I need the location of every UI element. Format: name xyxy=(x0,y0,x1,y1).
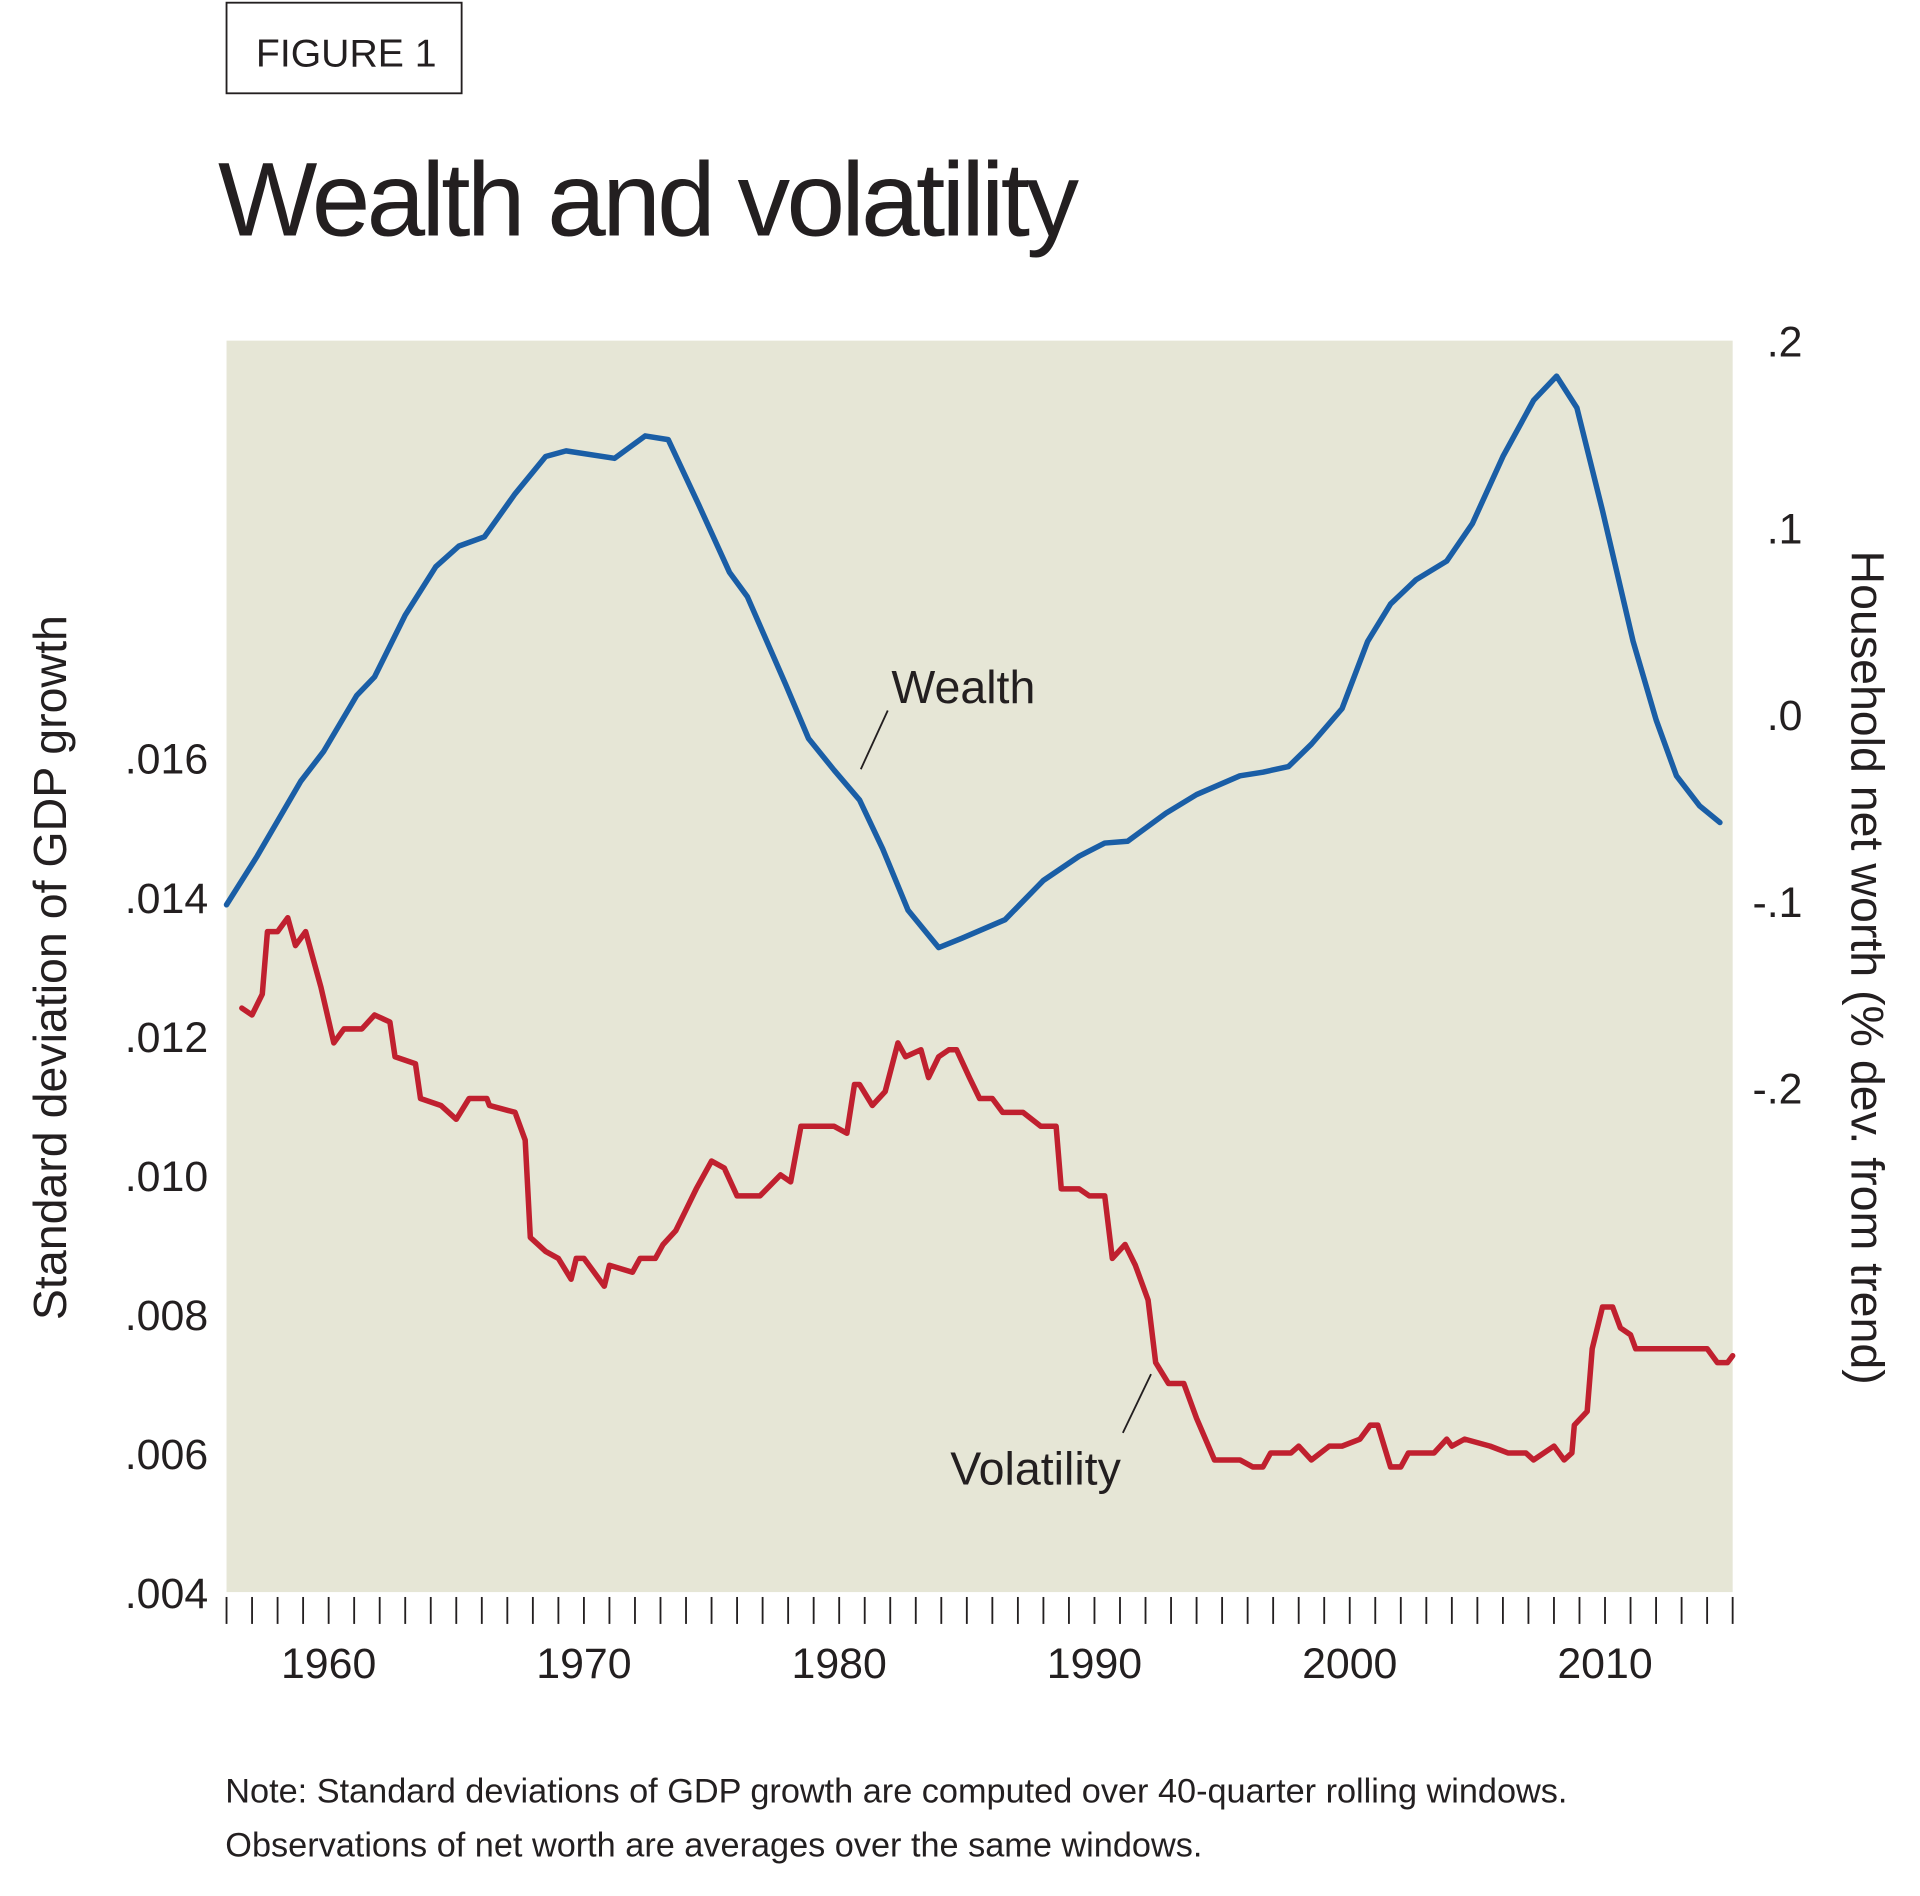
x-tick-label: 1970 xyxy=(536,1640,631,1688)
note-line-1: Note: Standard deviations of GDP growth … xyxy=(225,1773,1567,1811)
right-y-tick-label: .0 xyxy=(1767,692,1803,740)
volatility-label-leader xyxy=(1122,1373,1152,1434)
right-y-tick-label: .1 xyxy=(1767,505,1803,553)
left-axis-label: Standard deviation of GDP growth xyxy=(24,615,76,1320)
left-y-tick-label: .016 xyxy=(125,736,208,784)
volatility-series-line xyxy=(239,915,1736,1470)
left-y-tick-label: .010 xyxy=(125,1153,208,1201)
volatility-label: Volatility xyxy=(950,1442,1121,1494)
x-tick-label: 1960 xyxy=(281,1640,376,1688)
left-y-tick-label: .014 xyxy=(125,875,208,923)
x-tick-label: 1980 xyxy=(792,1640,887,1688)
wealth-series-line xyxy=(223,373,1723,951)
plot-area xyxy=(226,340,1733,1593)
right-y-tick-label: -.1 xyxy=(1752,879,1802,927)
left-y-tick-label: .004 xyxy=(125,1570,208,1618)
figure-label: FIGURE 1 xyxy=(256,32,437,75)
x-tick-label: 2000 xyxy=(1302,1640,1397,1688)
chart-title: Wealth and volatility xyxy=(218,141,1079,258)
left-y-tick-label: .012 xyxy=(125,1014,208,1062)
wealth-label-leader xyxy=(859,710,889,770)
right-y-tick-label: .2 xyxy=(1767,319,1803,367)
wealth-label: Wealth xyxy=(891,661,1035,713)
right-axis-label: Household net worth (% dev. from trend) xyxy=(1841,550,1893,1384)
left-y-tick-label: .008 xyxy=(125,1292,208,1340)
right-y-tick-label: -.2 xyxy=(1752,1066,1802,1114)
figure-label-box xyxy=(225,1,463,95)
left-y-tick-label: .006 xyxy=(125,1431,208,1479)
x-tick-label: 2010 xyxy=(1557,1640,1652,1688)
x-tick-label: 1990 xyxy=(1047,1640,1142,1688)
note-line-2: Observations of net worth are averages o… xyxy=(225,1827,1202,1865)
